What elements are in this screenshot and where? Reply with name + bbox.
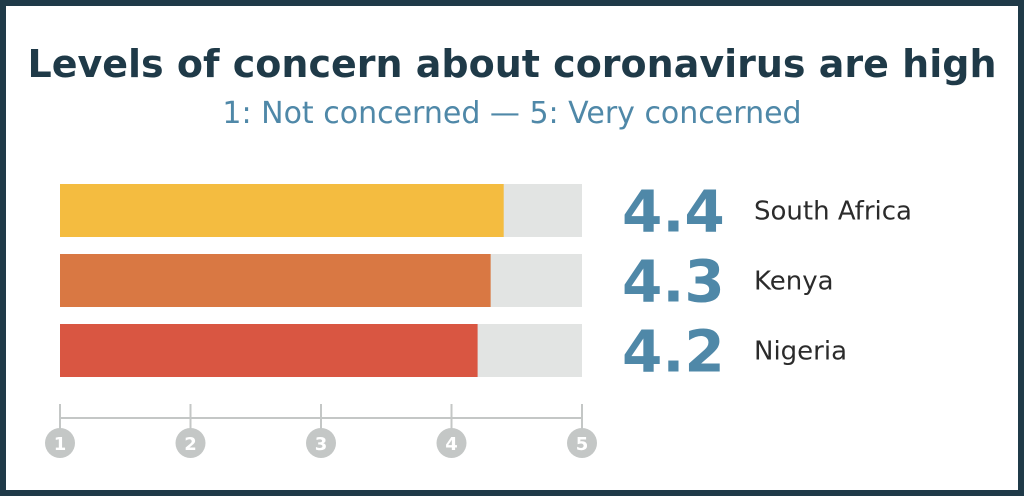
chart-title: Levels of concern about coronavirus are … (27, 42, 997, 86)
x-tick-label-5: 5 (576, 434, 589, 455)
x-tick-circle-1 (45, 428, 75, 458)
category-label-kenya: Kenya (754, 267, 834, 297)
x-tick-circle-5 (567, 428, 597, 458)
x-tick-circle-4 (436, 428, 467, 458)
x-tick-circle-3 (306, 428, 336, 458)
x-tick-label-2: 2 (184, 434, 197, 455)
value-label-kenya: 4.3 (622, 248, 725, 316)
chart-subtitle: 1: Not concerned — 5: Very concerned (222, 96, 802, 131)
value-label-nigeria: 4.2 (622, 318, 725, 386)
category-label-nigeria: Nigeria (754, 337, 847, 367)
x-tick-label-1: 1 (54, 434, 67, 455)
bar-nigeria (60, 324, 478, 377)
x-tick-label-4: 4 (445, 434, 458, 455)
bar-kenya (60, 254, 491, 307)
bar-south-africa (60, 184, 504, 237)
value-label-south-africa: 4.4 (622, 178, 725, 246)
category-label-south-africa: South Africa (754, 197, 912, 227)
x-tick-label-3: 3 (315, 434, 328, 455)
x-tick-circle-2 (175, 428, 206, 458)
